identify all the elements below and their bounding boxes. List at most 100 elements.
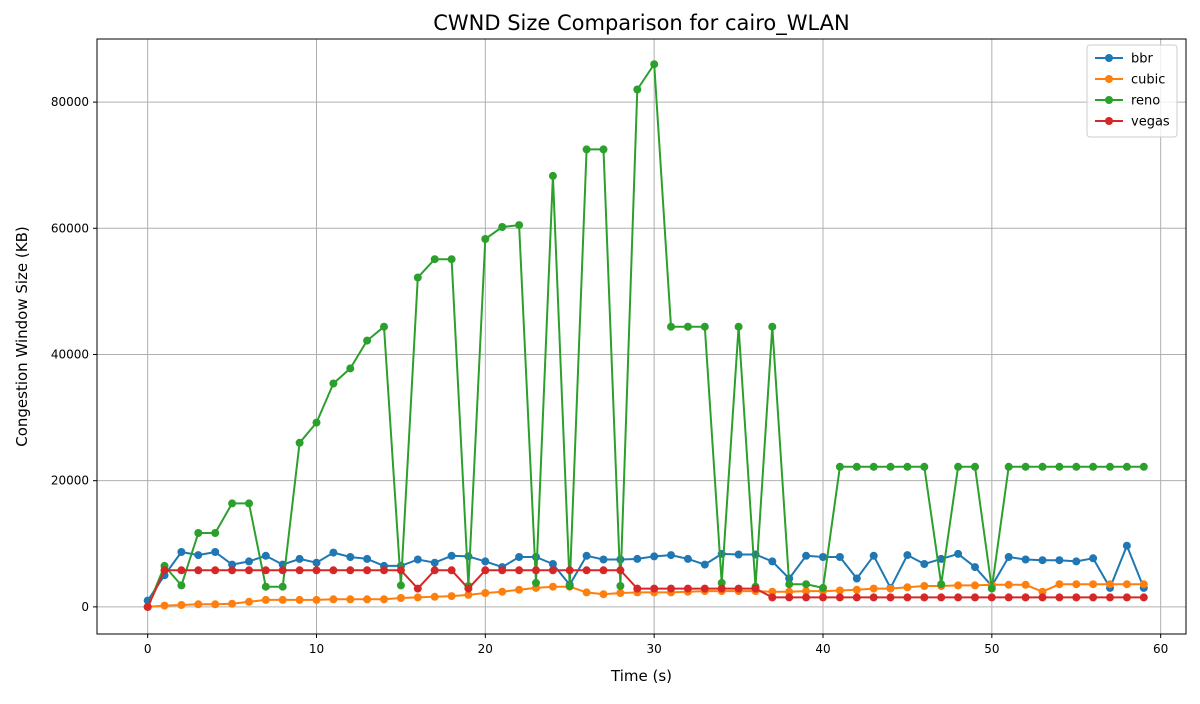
data-point-cubic xyxy=(768,587,777,596)
data-point-bbr xyxy=(903,551,912,560)
y-axis-label: Congestion Window Size (KB) xyxy=(13,226,31,447)
data-point-reno xyxy=(278,582,287,591)
data-point-vegas xyxy=(565,566,574,575)
data-point-cubic xyxy=(295,595,304,604)
data-point-bbr xyxy=(1072,557,1081,566)
data-point-bbr xyxy=(633,554,642,563)
data-point-cubic xyxy=(616,589,625,597)
data-point-cubic xyxy=(363,595,372,604)
data-point-vegas xyxy=(734,584,743,593)
data-point-reno xyxy=(565,582,574,590)
data-point-reno xyxy=(177,581,186,590)
data-point-reno xyxy=(430,255,439,264)
x-tick-label: 50 xyxy=(984,642,999,656)
legend-entry-reno: reno xyxy=(1095,94,1160,109)
plot-frame xyxy=(96,38,1187,635)
data-point-vegas xyxy=(295,566,304,575)
data-point-vegas xyxy=(802,593,811,602)
data-point-reno xyxy=(971,462,979,471)
series-layer xyxy=(143,60,1148,611)
data-point-vegas xyxy=(1055,593,1064,602)
data-point-bbr xyxy=(1004,553,1013,561)
data-point-reno xyxy=(667,322,675,331)
data-point-vegas xyxy=(312,566,321,575)
data-point-reno xyxy=(819,583,827,592)
data-point-vegas xyxy=(717,584,726,593)
data-point-vegas xyxy=(1139,593,1148,602)
data-point-cubic xyxy=(498,587,507,596)
legend-label: bbr xyxy=(1131,52,1154,67)
data-point-cubic xyxy=(329,595,338,604)
data-point-cubic xyxy=(599,590,608,599)
data-point-reno xyxy=(920,462,929,471)
data-point-reno xyxy=(616,582,625,590)
data-point-bbr xyxy=(177,548,186,556)
data-point-cubic xyxy=(903,583,912,592)
y-tick-label: 40000 xyxy=(51,347,89,361)
data-point-vegas xyxy=(396,566,405,575)
data-point-cubic xyxy=(380,595,388,604)
data-point-vegas xyxy=(177,566,186,575)
data-point-vegas xyxy=(1004,593,1013,602)
data-point-reno xyxy=(717,578,726,587)
data-point-vegas xyxy=(261,566,270,575)
data-point-vegas xyxy=(481,566,490,575)
data-point-vegas xyxy=(751,584,760,593)
data-point-reno xyxy=(245,499,253,508)
data-point-reno xyxy=(211,529,220,537)
data-point-bbr xyxy=(515,553,524,561)
data-point-bbr xyxy=(869,551,878,560)
legend-entry-bbr: bbr xyxy=(1095,52,1154,67)
data-point-reno xyxy=(380,322,388,331)
data-point-vegas xyxy=(835,593,844,602)
data-point-cubic xyxy=(1106,580,1114,589)
data-point-vegas xyxy=(633,584,642,593)
legend-entry-cubic: cubic xyxy=(1095,73,1165,88)
data-point-bbr xyxy=(650,552,659,561)
data-point-cubic xyxy=(447,592,456,601)
x-axis-label: Time (s) xyxy=(610,667,672,685)
data-point-reno xyxy=(1004,462,1013,471)
data-point-reno xyxy=(1106,462,1114,471)
data-point-vegas xyxy=(616,566,625,575)
data-point-bbr xyxy=(363,554,372,563)
data-point-cubic xyxy=(869,584,878,593)
data-point-bbr xyxy=(211,548,220,556)
data-point-bbr xyxy=(683,554,692,563)
data-point-reno xyxy=(329,379,338,388)
data-point-vegas xyxy=(1106,593,1114,602)
data-point-vegas xyxy=(447,566,456,575)
data-point-vegas xyxy=(194,566,203,575)
data-point-vegas xyxy=(582,566,591,575)
data-point-bbr xyxy=(734,550,743,559)
data-point-reno xyxy=(447,255,456,264)
data-point-vegas xyxy=(1038,593,1047,602)
data-point-cubic xyxy=(971,581,979,590)
data-point-reno xyxy=(1055,462,1064,471)
data-point-vegas xyxy=(548,566,557,575)
data-point-vegas xyxy=(971,593,979,602)
data-point-bbr xyxy=(228,560,237,569)
data-point-reno xyxy=(1021,462,1030,471)
data-point-reno xyxy=(869,462,878,471)
data-point-bbr xyxy=(1021,555,1030,564)
series-line-reno xyxy=(146,63,1144,608)
legend-label: cubic xyxy=(1131,73,1165,88)
data-point-cubic xyxy=(920,582,929,590)
data-point-vegas xyxy=(143,602,152,611)
data-point-reno xyxy=(194,529,203,537)
data-point-bbr xyxy=(802,551,811,560)
data-point-reno xyxy=(852,462,861,471)
data-point-vegas xyxy=(920,593,929,602)
data-point-vegas xyxy=(1072,593,1081,602)
x-tick-label: 10 xyxy=(309,642,324,656)
data-point-reno xyxy=(261,582,270,591)
data-point-bbr xyxy=(920,560,929,568)
data-point-cubic xyxy=(835,586,844,595)
legend-swatch-marker xyxy=(1105,54,1113,62)
data-point-reno xyxy=(1072,462,1081,471)
data-point-vegas xyxy=(211,566,220,575)
data-point-reno xyxy=(700,322,709,331)
series-vegas xyxy=(143,566,1148,611)
data-point-reno xyxy=(785,580,794,589)
